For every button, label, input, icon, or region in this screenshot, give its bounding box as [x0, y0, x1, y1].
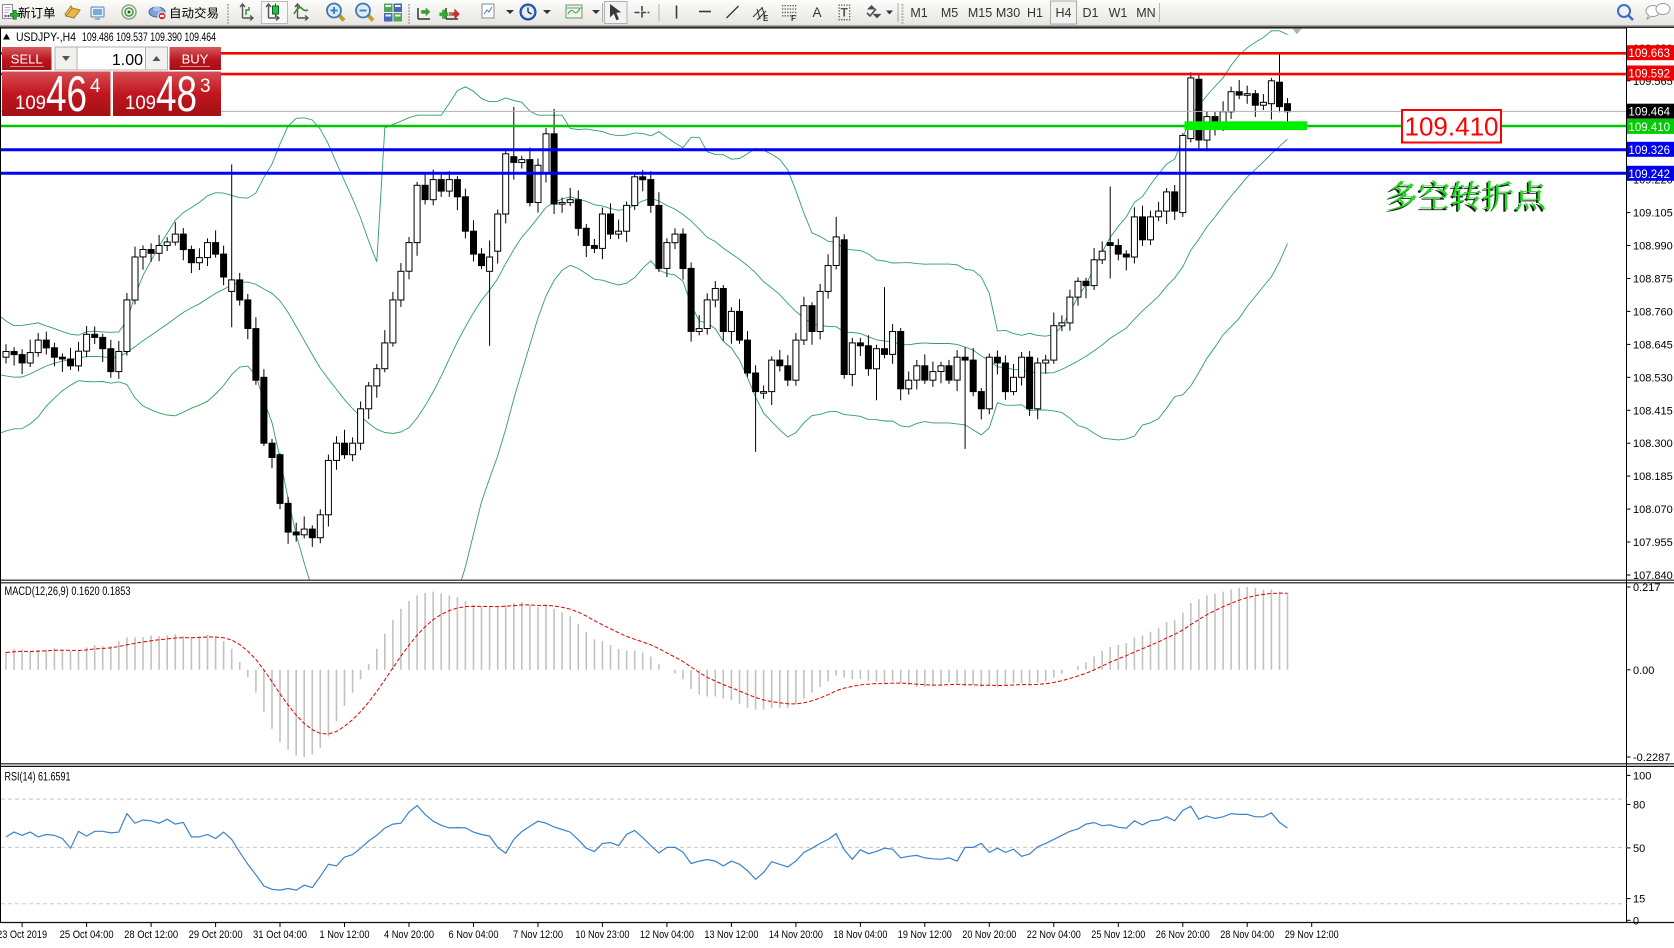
svg-text:7 Nov 12:00: 7 Nov 12:00: [513, 929, 563, 941]
svg-text:0.217: 0.217: [1633, 582, 1661, 594]
svg-text:F: F: [791, 14, 796, 23]
svg-text:1.00: 1.00: [112, 52, 143, 69]
svg-text:108.990: 108.990: [1633, 241, 1673, 253]
svg-text:108.070: 108.070: [1633, 504, 1673, 516]
svg-text:31 Oct 04:00: 31 Oct 04:00: [253, 929, 307, 941]
svg-text:E: E: [763, 14, 769, 23]
svg-text:28 Nov 04:00: 28 Nov 04:00: [1220, 929, 1274, 941]
svg-text:19 Nov 12:00: 19 Nov 12:00: [898, 929, 952, 941]
svg-text:3: 3: [200, 76, 211, 97]
svg-text:-0.2287: -0.2287: [1633, 752, 1670, 764]
svg-text:13 Nov 12:00: 13 Nov 12:00: [704, 929, 758, 941]
svg-text:20 Nov 20:00: 20 Nov 20:00: [962, 929, 1016, 941]
svg-text:108.185: 108.185: [1633, 471, 1673, 483]
svg-text:109.326: 109.326: [1628, 145, 1670, 157]
svg-text:100: 100: [1633, 770, 1651, 782]
svg-text:0: 0: [1633, 915, 1639, 927]
svg-text:W1: W1: [1109, 6, 1128, 20]
svg-text:T: T: [841, 6, 849, 20]
svg-text:28 Oct 12:00: 28 Oct 12:00: [124, 929, 178, 941]
svg-text:D1: D1: [1083, 6, 1099, 20]
svg-text:50: 50: [1633, 843, 1645, 855]
svg-text:26 Nov 20:00: 26 Nov 20:00: [1156, 929, 1210, 941]
svg-text:MACD(12,26,9) 0.1620 0.1853: MACD(12,26,9) 0.1620 0.1853: [5, 586, 131, 598]
svg-text:6 Nov 04:00: 6 Nov 04:00: [449, 929, 499, 941]
svg-text:80: 80: [1633, 799, 1645, 811]
svg-text:SELL: SELL: [11, 52, 43, 67]
svg-text:109: 109: [125, 93, 156, 114]
svg-text:29 Oct 20:00: 29 Oct 20:00: [189, 929, 243, 941]
svg-text:12 Nov 04:00: 12 Nov 04:00: [640, 929, 694, 941]
svg-text:29 Nov 12:00: 29 Nov 12:00: [1285, 929, 1339, 941]
svg-text:BUY: BUY: [182, 52, 209, 67]
svg-text:H4: H4: [1056, 6, 1072, 20]
svg-text:M1: M1: [910, 6, 927, 20]
svg-text:109.592: 109.592: [1628, 69, 1670, 81]
svg-text:108.300: 108.300: [1633, 438, 1673, 450]
svg-text:25 Nov 12:00: 25 Nov 12:00: [1091, 929, 1145, 941]
svg-text:15: 15: [1633, 894, 1645, 906]
svg-text:107.955: 107.955: [1633, 537, 1673, 549]
svg-text:H1: H1: [1027, 6, 1043, 20]
svg-text:18 Nov 04:00: 18 Nov 04:00: [833, 929, 887, 941]
svg-text:109.486 109.537 109.390 109.46: 109.486 109.537 109.390 109.464: [82, 30, 216, 44]
svg-text:USDJPY-,H4: USDJPY-,H4: [16, 30, 76, 44]
svg-text:M15: M15: [968, 6, 992, 20]
svg-text:109.242: 109.242: [1628, 169, 1670, 181]
svg-text:108.530: 108.530: [1633, 372, 1673, 384]
svg-text:109: 109: [15, 93, 46, 114]
svg-text:108.645: 108.645: [1633, 339, 1673, 351]
svg-text:MN: MN: [1136, 6, 1155, 20]
svg-text:23 Oct 2019: 23 Oct 2019: [0, 929, 47, 941]
svg-text:14 Nov 20:00: 14 Nov 20:00: [769, 929, 823, 941]
svg-text:109.410: 109.410: [1405, 112, 1499, 142]
svg-text:108.415: 108.415: [1633, 405, 1673, 417]
svg-text:109.464: 109.464: [1628, 107, 1670, 119]
svg-text:109.663: 109.663: [1628, 48, 1670, 60]
svg-text:M5: M5: [941, 6, 958, 20]
svg-text:108.760: 108.760: [1633, 306, 1673, 318]
svg-text:RSI(14) 61.6591: RSI(14) 61.6591: [5, 772, 71, 784]
svg-text:48: 48: [156, 66, 197, 116]
svg-text:M30: M30: [996, 6, 1020, 20]
svg-text:107.840: 107.840: [1633, 570, 1673, 582]
svg-text:A: A: [813, 5, 822, 20]
svg-text:108.875: 108.875: [1633, 274, 1673, 286]
svg-text:109.410: 109.410: [1628, 122, 1670, 134]
svg-text:22 Nov 04:00: 22 Nov 04:00: [1027, 929, 1081, 941]
svg-text:10 Nov 23:00: 10 Nov 23:00: [575, 929, 629, 941]
svg-text:25 Oct 04:00: 25 Oct 04:00: [60, 929, 114, 941]
svg-text:0.00: 0.00: [1633, 665, 1654, 677]
svg-text:4: 4: [90, 76, 101, 97]
svg-text:46: 46: [46, 66, 87, 116]
svg-text:109.105: 109.105: [1633, 208, 1673, 220]
svg-text:1 Nov 12:00: 1 Nov 12:00: [320, 929, 370, 941]
svg-text:4 Nov 20:00: 4 Nov 20:00: [384, 929, 434, 941]
